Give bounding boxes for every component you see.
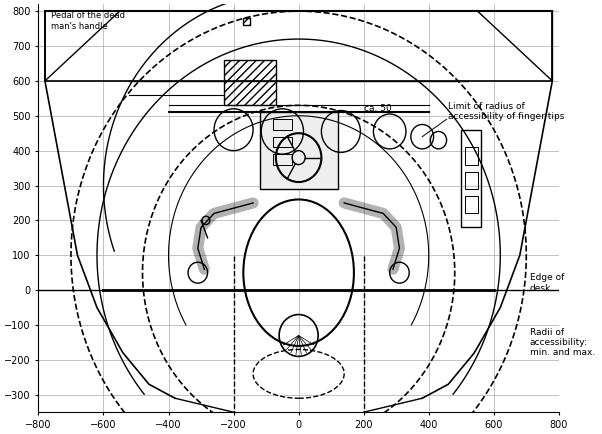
Text: Pedal of the dead
man's handle: Pedal of the dead man's handle — [51, 11, 125, 30]
Bar — [259, 112, 338, 189]
Text: Radii of
accessibility:
min. and max.: Radii of accessibility: min. and max. — [530, 328, 595, 357]
Bar — [465, 196, 477, 214]
Bar — [243, 18, 250, 25]
Text: Limit of radius of
accessibility of finger tips: Limit of radius of accessibility of fing… — [448, 102, 565, 121]
Text: ca. 50: ca. 50 — [364, 104, 391, 112]
Text: Edge of
desk: Edge of desk — [530, 273, 564, 293]
Bar — [465, 147, 477, 164]
Bar — [273, 137, 292, 147]
Bar — [273, 119, 292, 130]
Bar — [465, 171, 477, 189]
Bar — [224, 60, 276, 105]
Bar — [273, 154, 292, 164]
Text: Minimum space
for knees: Minimum space for knees — [0, 433, 1, 434]
Bar — [461, 130, 481, 227]
